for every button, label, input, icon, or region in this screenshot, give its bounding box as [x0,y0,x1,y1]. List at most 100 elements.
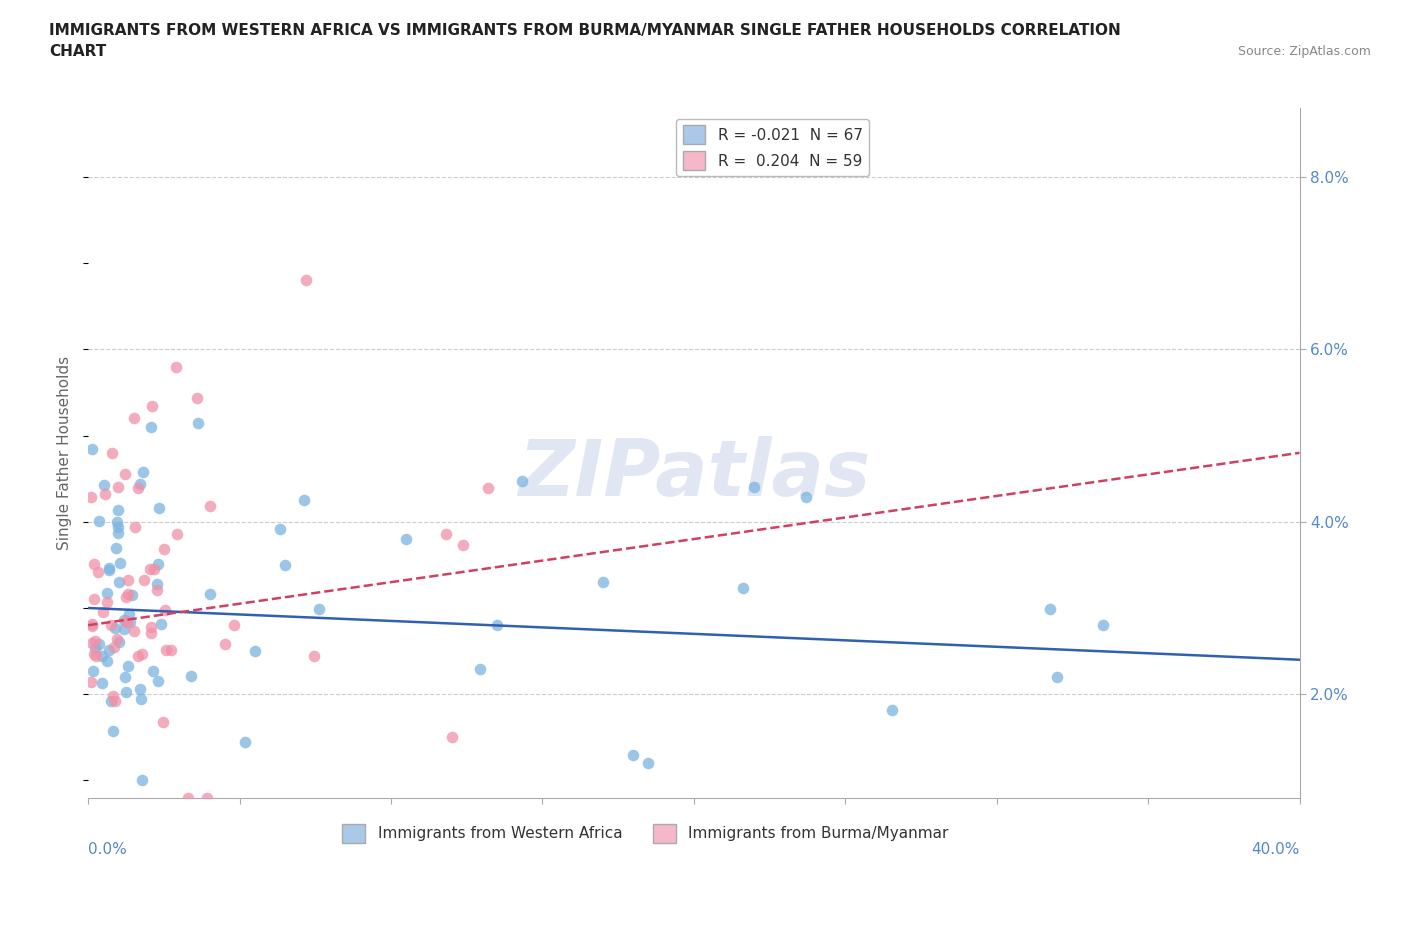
Point [105,631,128,646]
Point [470,662,492,677]
Point [744,480,766,495]
Point [107,526,129,541]
Point [142,562,165,577]
Point [115,590,138,604]
Point [103,640,125,655]
Point [146,673,169,688]
Point [187,416,209,431]
Point [80,617,103,631]
Point [434,526,457,541]
Point [292,493,315,508]
Point [122,623,145,638]
Point [83,556,105,571]
Point [197,790,219,805]
Point [117,658,139,673]
Point [146,582,169,597]
Point [80,442,103,457]
Point [1092,618,1115,632]
Text: Source: ZipAtlas.com: Source: ZipAtlas.com [1237,45,1371,58]
Point [142,664,165,679]
Point [107,520,129,535]
Point [94,486,117,501]
Point [80,635,103,650]
Point [108,634,131,649]
Y-axis label: Single Father Households: Single Father Households [58,356,72,550]
Point [107,502,129,517]
Point [114,466,136,481]
Point [96,594,118,609]
Point [235,735,257,750]
Point [101,445,124,460]
Point [134,572,156,587]
Point [141,398,163,413]
Point [131,773,153,788]
Point [82,619,104,634]
Point [148,500,170,515]
Point [117,587,139,602]
Point [114,670,136,684]
Point [131,691,153,706]
Point [93,604,115,619]
Text: 40.0%: 40.0% [1251,843,1299,857]
Point [105,514,128,529]
Point [274,557,297,572]
Point [100,618,122,632]
Point [485,618,508,632]
Point [91,676,114,691]
Point [1039,602,1062,617]
Point [83,641,105,656]
Point [108,574,131,589]
Point [104,620,127,635]
Point [104,540,127,555]
Point [180,669,202,684]
Point [127,481,149,496]
Point [731,580,754,595]
Point [141,626,163,641]
Point [128,682,150,697]
Point [82,663,104,678]
Point [118,614,141,629]
Point [880,702,903,717]
Point [176,790,198,805]
Point [592,575,614,590]
Point [100,694,122,709]
Point [295,273,318,288]
Point [86,649,108,664]
Point [440,730,463,745]
Point [103,693,125,708]
Point [112,612,135,627]
Point [103,688,125,703]
Point [621,747,644,762]
Point [451,538,474,552]
Text: IMMIGRANTS FROM WESTERN AFRICA VS IMMIGRANTS FROM BURMA/MYANMAR SINGLE FATHER HO: IMMIGRANTS FROM WESTERN AFRICA VS IMMIGR… [49,23,1121,60]
Point [114,613,136,628]
Point [141,619,163,634]
Point [131,646,153,661]
Point [153,542,176,557]
Point [308,602,330,617]
Point [198,587,221,602]
Point [117,572,139,587]
Point [80,674,103,689]
Point [89,637,111,652]
Point [132,464,155,479]
Point [97,563,120,578]
Point [101,724,124,738]
Point [139,419,162,434]
Point [80,490,103,505]
Point [83,647,105,662]
Point [115,684,138,699]
Point [97,643,120,658]
Point [96,653,118,668]
Point [637,756,659,771]
Point [115,614,138,629]
Point [166,526,188,541]
Point [98,561,121,576]
Point [243,644,266,658]
Point [108,556,131,571]
Point [83,591,105,606]
Point [1046,670,1069,684]
Point [138,562,160,577]
Point [153,603,176,618]
Point [165,359,187,374]
